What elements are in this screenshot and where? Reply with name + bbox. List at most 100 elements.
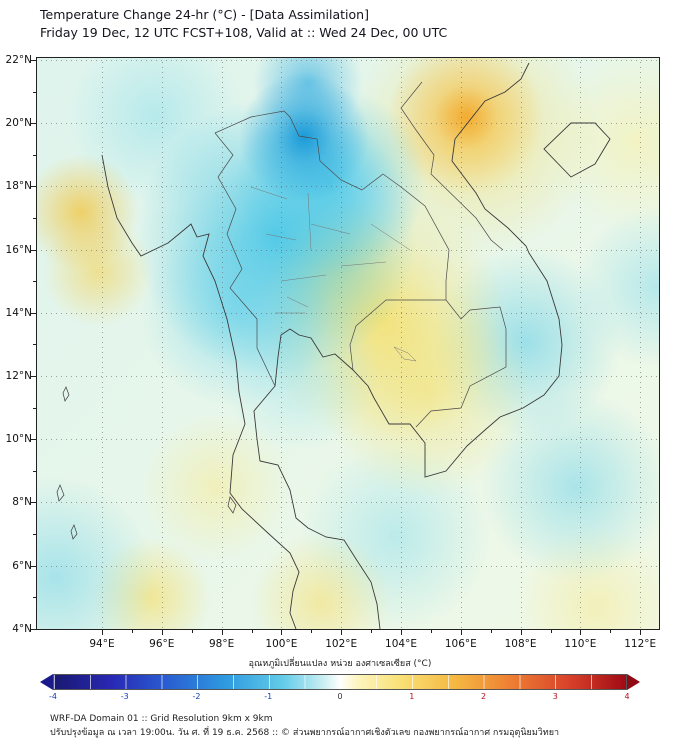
gridline-vertical	[341, 57, 343, 630]
page-title: Temperature Change 24-hr (°C) - [Data As…	[40, 7, 369, 22]
lon-minor-tick-mark	[610, 630, 612, 633]
lon-minor-tick-mark	[191, 630, 193, 633]
lat-minor-tick-mark	[33, 534, 36, 535]
gridline-vertical	[640, 57, 642, 630]
lon-minor-tick-mark	[430, 630, 432, 633]
lat-tick-label: 6°N	[12, 559, 32, 572]
lon-tick-mark	[460, 630, 462, 635]
gridline-vertical	[161, 57, 163, 630]
lat-tick-label: 8°N	[12, 496, 32, 509]
gridline-vertical	[580, 57, 582, 630]
lat-tick-label: 22°N	[5, 54, 32, 66]
gridline-horizontal	[36, 123, 660, 125]
footer-model-info: WRF-DA Domain 01 :: Grid Resolution 9km …	[50, 714, 273, 724]
lat-tick-label: 10°N	[5, 433, 32, 446]
lon-tick-mark	[580, 630, 582, 635]
lat-tick-mark	[31, 312, 36, 314]
lat-minor-tick-mark	[33, 218, 36, 219]
colorbar-label: อุณหภูมิเปลี่ยนแปลง หน่วย องศาเซลเซียส (…	[248, 659, 432, 669]
colorbar-tick-label: -2	[192, 692, 201, 701]
gridline-horizontal	[36, 312, 660, 314]
lat-minor-tick-mark	[33, 91, 36, 93]
lat-minor-tick-mark	[33, 154, 36, 156]
lon-tick-mark	[520, 630, 522, 635]
lon-tick-mark	[281, 630, 283, 635]
colorbar-ticks: -4 -3 -2 -1 0 1 2 3 4	[49, 692, 630, 704]
lon-tick-label: 100°E	[265, 638, 298, 650]
lat-tick-mark	[31, 249, 36, 251]
gridline-horizontal	[36, 249, 660, 251]
colorbar-tick-label: -1	[264, 692, 273, 701]
lon-tick-mark	[341, 630, 343, 635]
lat-tick-mark	[31, 186, 36, 188]
lon-tick-mark	[102, 630, 103, 635]
lon-minor-tick-mark	[371, 630, 373, 633]
gridline-horizontal	[36, 186, 660, 188]
header: Temperature Change 24-hr (°C) - [Data As…	[40, 6, 447, 42]
footer-update-info: ปรับปรุงข้อมูล ณ เวลา 19:00น. วัน ศ. ที่…	[50, 728, 560, 738]
colorbar-row	[40, 674, 640, 690]
gridline-vertical	[102, 57, 103, 630]
colorbar-tick-label: 2	[480, 692, 487, 701]
lat-tick-label: 4°N	[12, 622, 32, 635]
lon-minor-tick-mark	[131, 630, 133, 633]
lat-tick-mark	[31, 123, 36, 125]
lon-tick-label: 98°E	[208, 638, 235, 650]
colorbar-tick-label: 4	[624, 692, 630, 701]
lat-minor-tick-mark	[33, 470, 36, 472]
gridline-horizontal	[36, 565, 660, 567]
lon-tick-mark	[401, 630, 402, 635]
map-frame	[36, 57, 660, 630]
lon-tick-label: 106°E	[444, 638, 477, 650]
lat-minor-tick-mark	[33, 407, 36, 409]
lon-tick-label: 94°E	[89, 638, 115, 650]
colorbar-arrow-right-icon	[627, 674, 640, 690]
lon-tick-mark	[221, 630, 223, 635]
colorbar: อุณหภูมิเปลี่ยนแปลง หน่วย องศาเซลเซียส (…	[40, 656, 640, 704]
gridline-vertical	[520, 57, 522, 630]
lon-tick-label: 104°E	[385, 638, 417, 650]
lat-minor-tick-mark	[33, 344, 36, 346]
colorbar-gradient	[53, 674, 627, 690]
gridline-vertical	[460, 57, 462, 630]
gridline-horizontal	[36, 502, 660, 504]
colorbar-tick-label: -3	[120, 692, 129, 701]
gridline-vertical	[221, 57, 223, 630]
colorbar-arrow-left-icon	[40, 674, 53, 690]
lat-tick-label: 14°N	[5, 306, 32, 319]
gridline-vertical	[281, 57, 283, 630]
lon-tick-label: 110°E	[564, 638, 597, 650]
lon-tick-label: 108°E	[504, 638, 537, 650]
lon-tick-mark	[161, 630, 163, 635]
colorbar-tick-label: 1	[409, 692, 415, 701]
lat-tick-mark	[31, 628, 36, 630]
map-plot	[36, 57, 660, 630]
map-container: 94°E 96°E 98°E 100°E 102°E 104°E 106°E 108°E 110…	[6, 54, 660, 650]
lon-tick-mark	[640, 630, 642, 635]
gridline-horizontal	[36, 60, 660, 61]
lon-tick-label: 112°E	[624, 638, 657, 650]
coastlines-overlay	[56, 62, 611, 630]
lat-tick-label: 16°N	[5, 243, 32, 256]
lat-minor-tick-mark	[33, 597, 36, 599]
lat-tick-mark	[31, 439, 36, 441]
colorbar-tick-label: 3	[552, 692, 558, 701]
lon-tick-label: 96°E	[149, 638, 175, 650]
lat-tick-label: 20°N	[5, 117, 32, 130]
lat-tick-mark	[31, 565, 36, 567]
lon-minor-tick-mark	[490, 630, 492, 633]
lon-tick-label: 102°E	[325, 638, 358, 650]
page-subtitle: Friday 19 Dec, 12 UTC FCST+108, Valid at…	[40, 25, 448, 40]
gridline-horizontal	[36, 439, 660, 441]
gridline-horizontal	[36, 376, 660, 377]
lon-minor-tick-mark	[311, 630, 313, 633]
lat-tick-mark	[31, 502, 36, 504]
lat-tick-label: 12°N	[5, 370, 32, 382]
lat-tick-label: 18°N	[5, 180, 32, 193]
footer: WRF-DA Domain 01 :: Grid Resolution 9km …	[50, 712, 559, 740]
colorbar-tick-label: 0	[337, 692, 343, 701]
lon-minor-tick-mark	[550, 630, 552, 633]
lon-minor-tick-mark	[251, 630, 253, 633]
colorbar-tick-label: -4	[49, 692, 57, 701]
